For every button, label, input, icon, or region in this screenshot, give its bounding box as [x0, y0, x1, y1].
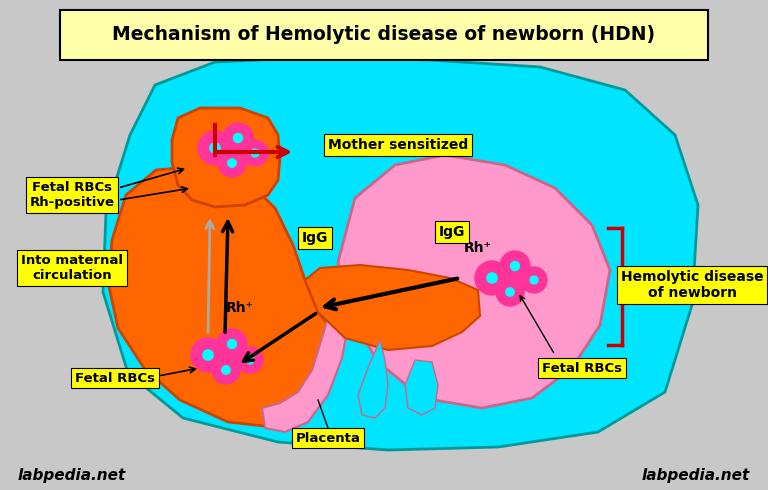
Circle shape	[242, 140, 268, 166]
Circle shape	[212, 356, 240, 384]
Polygon shape	[103, 57, 698, 450]
Circle shape	[251, 149, 259, 157]
Circle shape	[237, 347, 263, 373]
Text: Rh⁺: Rh⁺	[464, 241, 492, 255]
Polygon shape	[358, 340, 388, 418]
Polygon shape	[108, 166, 340, 428]
Text: IgG: IgG	[439, 225, 465, 239]
Text: labpedia.net: labpedia.net	[642, 467, 750, 483]
Text: Rh⁺: Rh⁺	[226, 301, 254, 315]
Circle shape	[475, 261, 509, 295]
Circle shape	[217, 329, 247, 359]
Circle shape	[228, 159, 237, 167]
Text: Into maternal
circulation: Into maternal circulation	[21, 254, 123, 282]
Circle shape	[218, 149, 246, 177]
Text: Hemolytic disease
of newborn: Hemolytic disease of newborn	[621, 270, 763, 300]
Circle shape	[222, 366, 230, 374]
Circle shape	[530, 276, 538, 284]
Polygon shape	[262, 310, 350, 432]
Text: Fetal RBCs: Fetal RBCs	[542, 362, 622, 374]
Circle shape	[210, 143, 220, 153]
Text: Fetal RBCs
Rh-positive: Fetal RBCs Rh-positive	[29, 181, 114, 209]
Polygon shape	[305, 265, 480, 350]
Circle shape	[511, 262, 519, 270]
Circle shape	[521, 267, 547, 293]
Text: Mother sensitized: Mother sensitized	[328, 138, 468, 152]
Circle shape	[506, 288, 515, 296]
Text: Mechanism of Hemolytic disease of newborn (HDN): Mechanism of Hemolytic disease of newbor…	[112, 25, 656, 45]
Polygon shape	[338, 155, 610, 408]
Circle shape	[233, 133, 243, 143]
Polygon shape	[405, 360, 438, 415]
Circle shape	[227, 340, 237, 348]
FancyBboxPatch shape	[60, 10, 708, 60]
Circle shape	[246, 356, 254, 364]
Circle shape	[496, 278, 524, 306]
Polygon shape	[172, 108, 280, 207]
Text: labpedia.net: labpedia.net	[18, 467, 126, 483]
Text: IgG: IgG	[302, 231, 328, 245]
Circle shape	[198, 131, 232, 165]
Circle shape	[487, 273, 497, 283]
Circle shape	[203, 350, 213, 360]
Circle shape	[191, 338, 225, 372]
Text: Placenta: Placenta	[296, 432, 360, 444]
Circle shape	[500, 251, 530, 281]
Text: Fetal RBCs: Fetal RBCs	[75, 371, 155, 385]
Circle shape	[223, 123, 253, 153]
